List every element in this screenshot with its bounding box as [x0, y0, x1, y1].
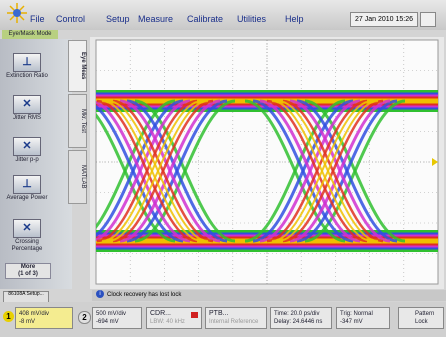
- ptb-box[interactable]: PTB...Internal Reference: [205, 307, 267, 329]
- button-icon: ⊥: [13, 53, 41, 72]
- button-icon: ✕: [13, 95, 41, 114]
- button-label: Extinction Ratio: [6, 73, 48, 79]
- pattern-line2: Lock: [415, 318, 440, 326]
- status-box: [420, 12, 436, 27]
- scope-app: File Control Setup Measure Calibrate Uti…: [0, 0, 446, 337]
- button-label: Jitter p-p: [15, 157, 38, 163]
- channel-number[interactable]: 1: [3, 311, 14, 322]
- button-icon: ✕: [13, 219, 41, 238]
- tab[interactable]: Eye Meas: [68, 40, 87, 92]
- menu-calibrate[interactable]: Calibrate: [187, 14, 223, 24]
- button-label: Crossing Percentage: [12, 239, 43, 252]
- trigger-box[interactable]: Trig: Normal-347 mV: [336, 307, 390, 329]
- bottom-bar: 1 408 mV/div-8 mV 2 500 mV/div-694 mV CD…: [0, 302, 446, 337]
- logo: [6, 2, 28, 24]
- status-text: Clock recovery has lost lock: [107, 292, 181, 298]
- ptb-title: PTB...: [209, 310, 263, 318]
- tab[interactable]: MATLAB: [68, 150, 87, 204]
- more-button[interactable]: More(1 of 3): [5, 263, 51, 279]
- button[interactable]: ✕Jitter RMS: [5, 95, 49, 122]
- lock-icon: [191, 312, 198, 318]
- menu-file[interactable]: File: [30, 14, 45, 24]
- menu-measure[interactable]: Measure: [138, 14, 173, 24]
- datetime: 27 Jan 2010 15:26: [350, 12, 418, 27]
- info-icon: i: [96, 290, 104, 298]
- button[interactable]: ⊥Extinction Ratio: [5, 53, 49, 80]
- ptb-detail: Internal Reference: [209, 318, 263, 326]
- mode-label: Eye/Mask Mode: [2, 30, 58, 39]
- pattern-line1: Pattern: [415, 310, 440, 318]
- button-label: Jitter RMS: [13, 115, 41, 121]
- tab[interactable]: Mkr. Test: [68, 94, 87, 148]
- time-delay: Delay: 24.6446 ns: [274, 318, 328, 326]
- menu-utilities[interactable]: Utilities: [237, 14, 266, 24]
- button[interactable]: ✕Crossing Percentage: [5, 219, 49, 253]
- channel-scale: 408 mV/div: [19, 310, 69, 318]
- button-icon: ✕: [13, 137, 41, 156]
- trigger-mode: Trig: Normal: [340, 310, 386, 318]
- channel-box[interactable]: 408 mV/div-8 mV: [15, 307, 73, 329]
- button[interactable]: ⊥Average Power: [5, 175, 49, 202]
- graticule: [90, 37, 444, 289]
- channel-box[interactable]: 500 mV/div-694 mV: [92, 307, 142, 329]
- menu-bar: File Control Setup Measure Calibrate Uti…: [0, 0, 446, 30]
- channel-number[interactable]: 2: [78, 311, 91, 324]
- channel-scale: 500 mV/div: [96, 310, 138, 318]
- more-label: More: [6, 264, 50, 271]
- menu-setup[interactable]: Setup: [106, 14, 130, 24]
- menu-help[interactable]: Help: [285, 14, 304, 24]
- cdr-detail: LBW: 40 kHz: [150, 318, 198, 326]
- cdr-box[interactable]: CDR...LBW: 40 kHz: [146, 307, 202, 329]
- button-label: Average Power: [7, 195, 48, 201]
- channel-offset: -694 mV: [96, 318, 138, 326]
- sidebar: ⊥Extinction Ratio ✕Jitter RMS ✕Jitter p-…: [0, 39, 72, 289]
- time-scale: Time: 20.0 ps/div: [274, 310, 328, 318]
- button-icon: ⊥: [13, 175, 41, 194]
- channel-offset: -8 mV: [19, 318, 69, 326]
- more-page: (1 of 3): [6, 271, 50, 278]
- menu-control[interactable]: Control: [56, 14, 85, 24]
- trigger-level: -347 mV: [340, 318, 386, 326]
- button[interactable]: ✕Jitter p-p: [5, 137, 49, 164]
